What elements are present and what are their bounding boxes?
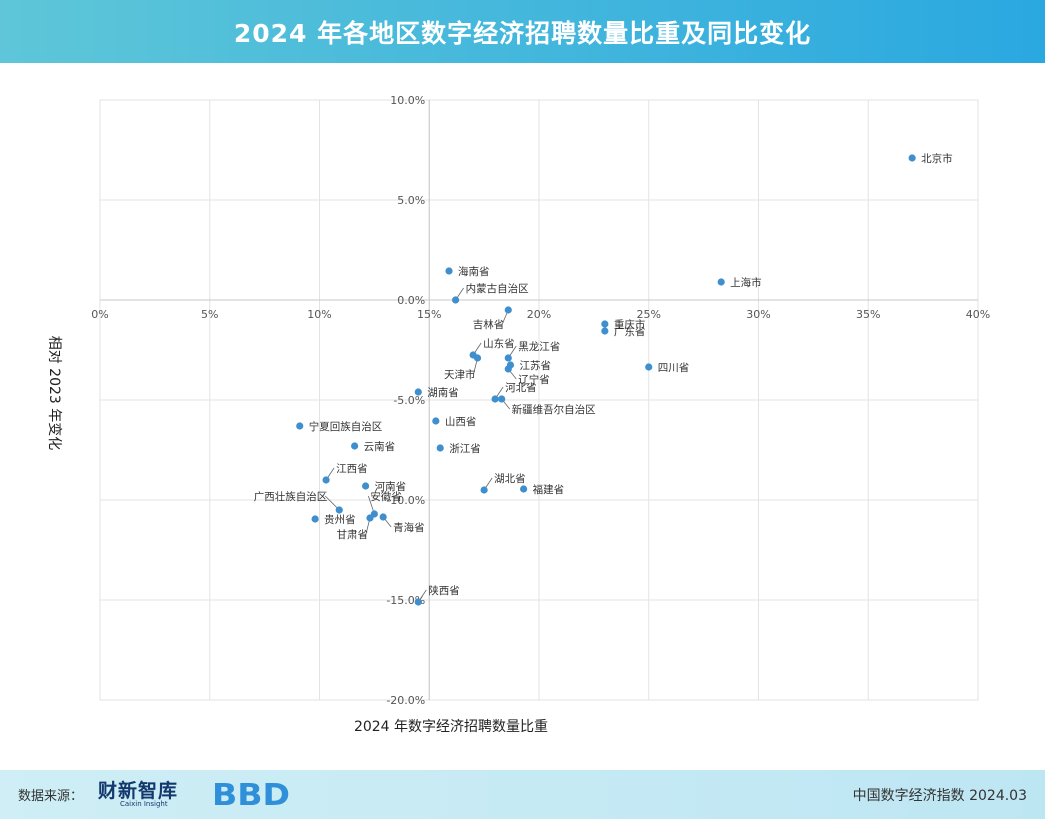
data-point	[491, 395, 499, 403]
x-tick-label: 20%	[527, 308, 551, 321]
data-point	[504, 354, 512, 362]
point-label: 黑龙江省	[518, 340, 560, 353]
data-point	[498, 395, 506, 403]
data-point	[414, 598, 422, 606]
point-label: 宁夏回族自治区	[309, 420, 383, 433]
bbd-logo: BBD	[212, 780, 290, 808]
y-tick-label: -10.0%	[386, 494, 425, 507]
x-tick-label: 15%	[417, 308, 441, 321]
point-label: 福建省	[533, 483, 565, 496]
point-label: 广西壮族自治区	[254, 490, 328, 503]
data-point	[436, 444, 444, 452]
bbd-logo-text: BBD	[212, 780, 290, 808]
x-tick-label: 35%	[856, 308, 880, 321]
data-point	[451, 296, 460, 304]
point-label: 四川省	[658, 361, 690, 374]
data-point	[296, 422, 304, 430]
title-banner: 2024 年各地区数字经济招聘数量比重及同比变化	[0, 0, 1045, 63]
data-point	[335, 506, 343, 514]
point-label: 青海省	[393, 521, 425, 534]
x-axis-title: 2024 年数字经济招聘数量比重	[354, 719, 548, 735]
data-point	[601, 327, 609, 335]
data-point	[379, 513, 387, 521]
point-label: 云南省	[364, 440, 396, 453]
point-label: 山东省	[483, 337, 515, 350]
data-point	[717, 278, 725, 286]
data-point	[601, 320, 609, 328]
point-label: 河南省	[375, 480, 407, 493]
caixin-logo-text: 财新智库	[98, 780, 179, 802]
point-label: 陕西省	[428, 584, 460, 597]
x-tick-label: 40%	[966, 308, 990, 321]
point-label: 安徽省	[370, 490, 402, 503]
data-point	[645, 363, 653, 371]
data-point	[366, 514, 374, 522]
data-point	[473, 354, 482, 362]
data-point	[908, 154, 916, 162]
point-label: 贵州省	[324, 513, 356, 526]
point-label: 湖北省	[494, 472, 526, 485]
y-tick-label: 5.0%	[397, 194, 425, 207]
point-label: 江西省	[336, 462, 368, 475]
point-label: 湖南省	[427, 386, 459, 399]
x-tick-label: 30%	[746, 308, 770, 321]
y-axis-title: 相对 2023 年变化	[46, 336, 62, 451]
source-label: 数据来源：	[18, 789, 84, 804]
data-point	[480, 486, 488, 494]
point-label: 山西省	[445, 415, 477, 428]
data-point	[311, 515, 319, 523]
data-point	[361, 482, 370, 490]
point-label: 广东省	[614, 325, 646, 338]
data-point	[351, 442, 359, 450]
point-label: 内蒙古自治区	[466, 282, 529, 295]
point-label: 辽宁省	[518, 373, 550, 386]
x-tick-label: 10%	[307, 308, 331, 321]
y-tick-label: 0.0%	[397, 294, 425, 307]
point-label: 浙江省	[449, 442, 481, 455]
y-tick-label: -5.0%	[393, 394, 425, 407]
caixin-insight-logo: 财新智库 Caixin Insight	[98, 776, 198, 812]
data-point	[322, 476, 330, 484]
point-label: 吉林省	[473, 318, 505, 331]
x-tick-label: 0%	[91, 308, 108, 321]
point-label: 上海市	[730, 276, 762, 289]
data-point	[445, 267, 453, 275]
point-label: 甘肃省	[336, 528, 368, 541]
point-label: 重庆市	[614, 318, 646, 331]
caixin-logo-subtext: Caixin Insight	[120, 800, 168, 808]
scatter-chart: 0% 5% 10% 15% 20% 25% 30% 35% 40% 10.0% 5.0% 0.0% -5…	[46, 94, 990, 735]
index-caption: 中国数字经济指数 2024.03	[852, 788, 1027, 804]
x-tick-label: 5%	[201, 308, 218, 321]
point-label: 河北省	[505, 381, 536, 394]
point-label: 海南省	[458, 265, 490, 278]
data-point	[504, 365, 512, 373]
point-label: 江苏省	[519, 359, 551, 372]
y-tick-label: 10.0%	[390, 94, 425, 107]
y-tick-label: -20.0%	[386, 694, 425, 707]
point-label: 新疆维吾尔自治区	[512, 403, 596, 416]
point-label: 北京市	[921, 152, 953, 165]
chart-title: 2024 年各地区数字经济招聘数量比重及同比变化	[233, 18, 812, 48]
data-point	[520, 485, 528, 493]
data-point	[414, 388, 422, 396]
point-label: 天津市	[444, 368, 476, 381]
footer-bar: 数据来源： 财新智库 Caixin Insight BBD 中国数字经济指数 2…	[0, 770, 1045, 819]
data-point	[504, 306, 512, 314]
x-tick-label: 25%	[637, 308, 661, 321]
data-point	[432, 417, 440, 425]
